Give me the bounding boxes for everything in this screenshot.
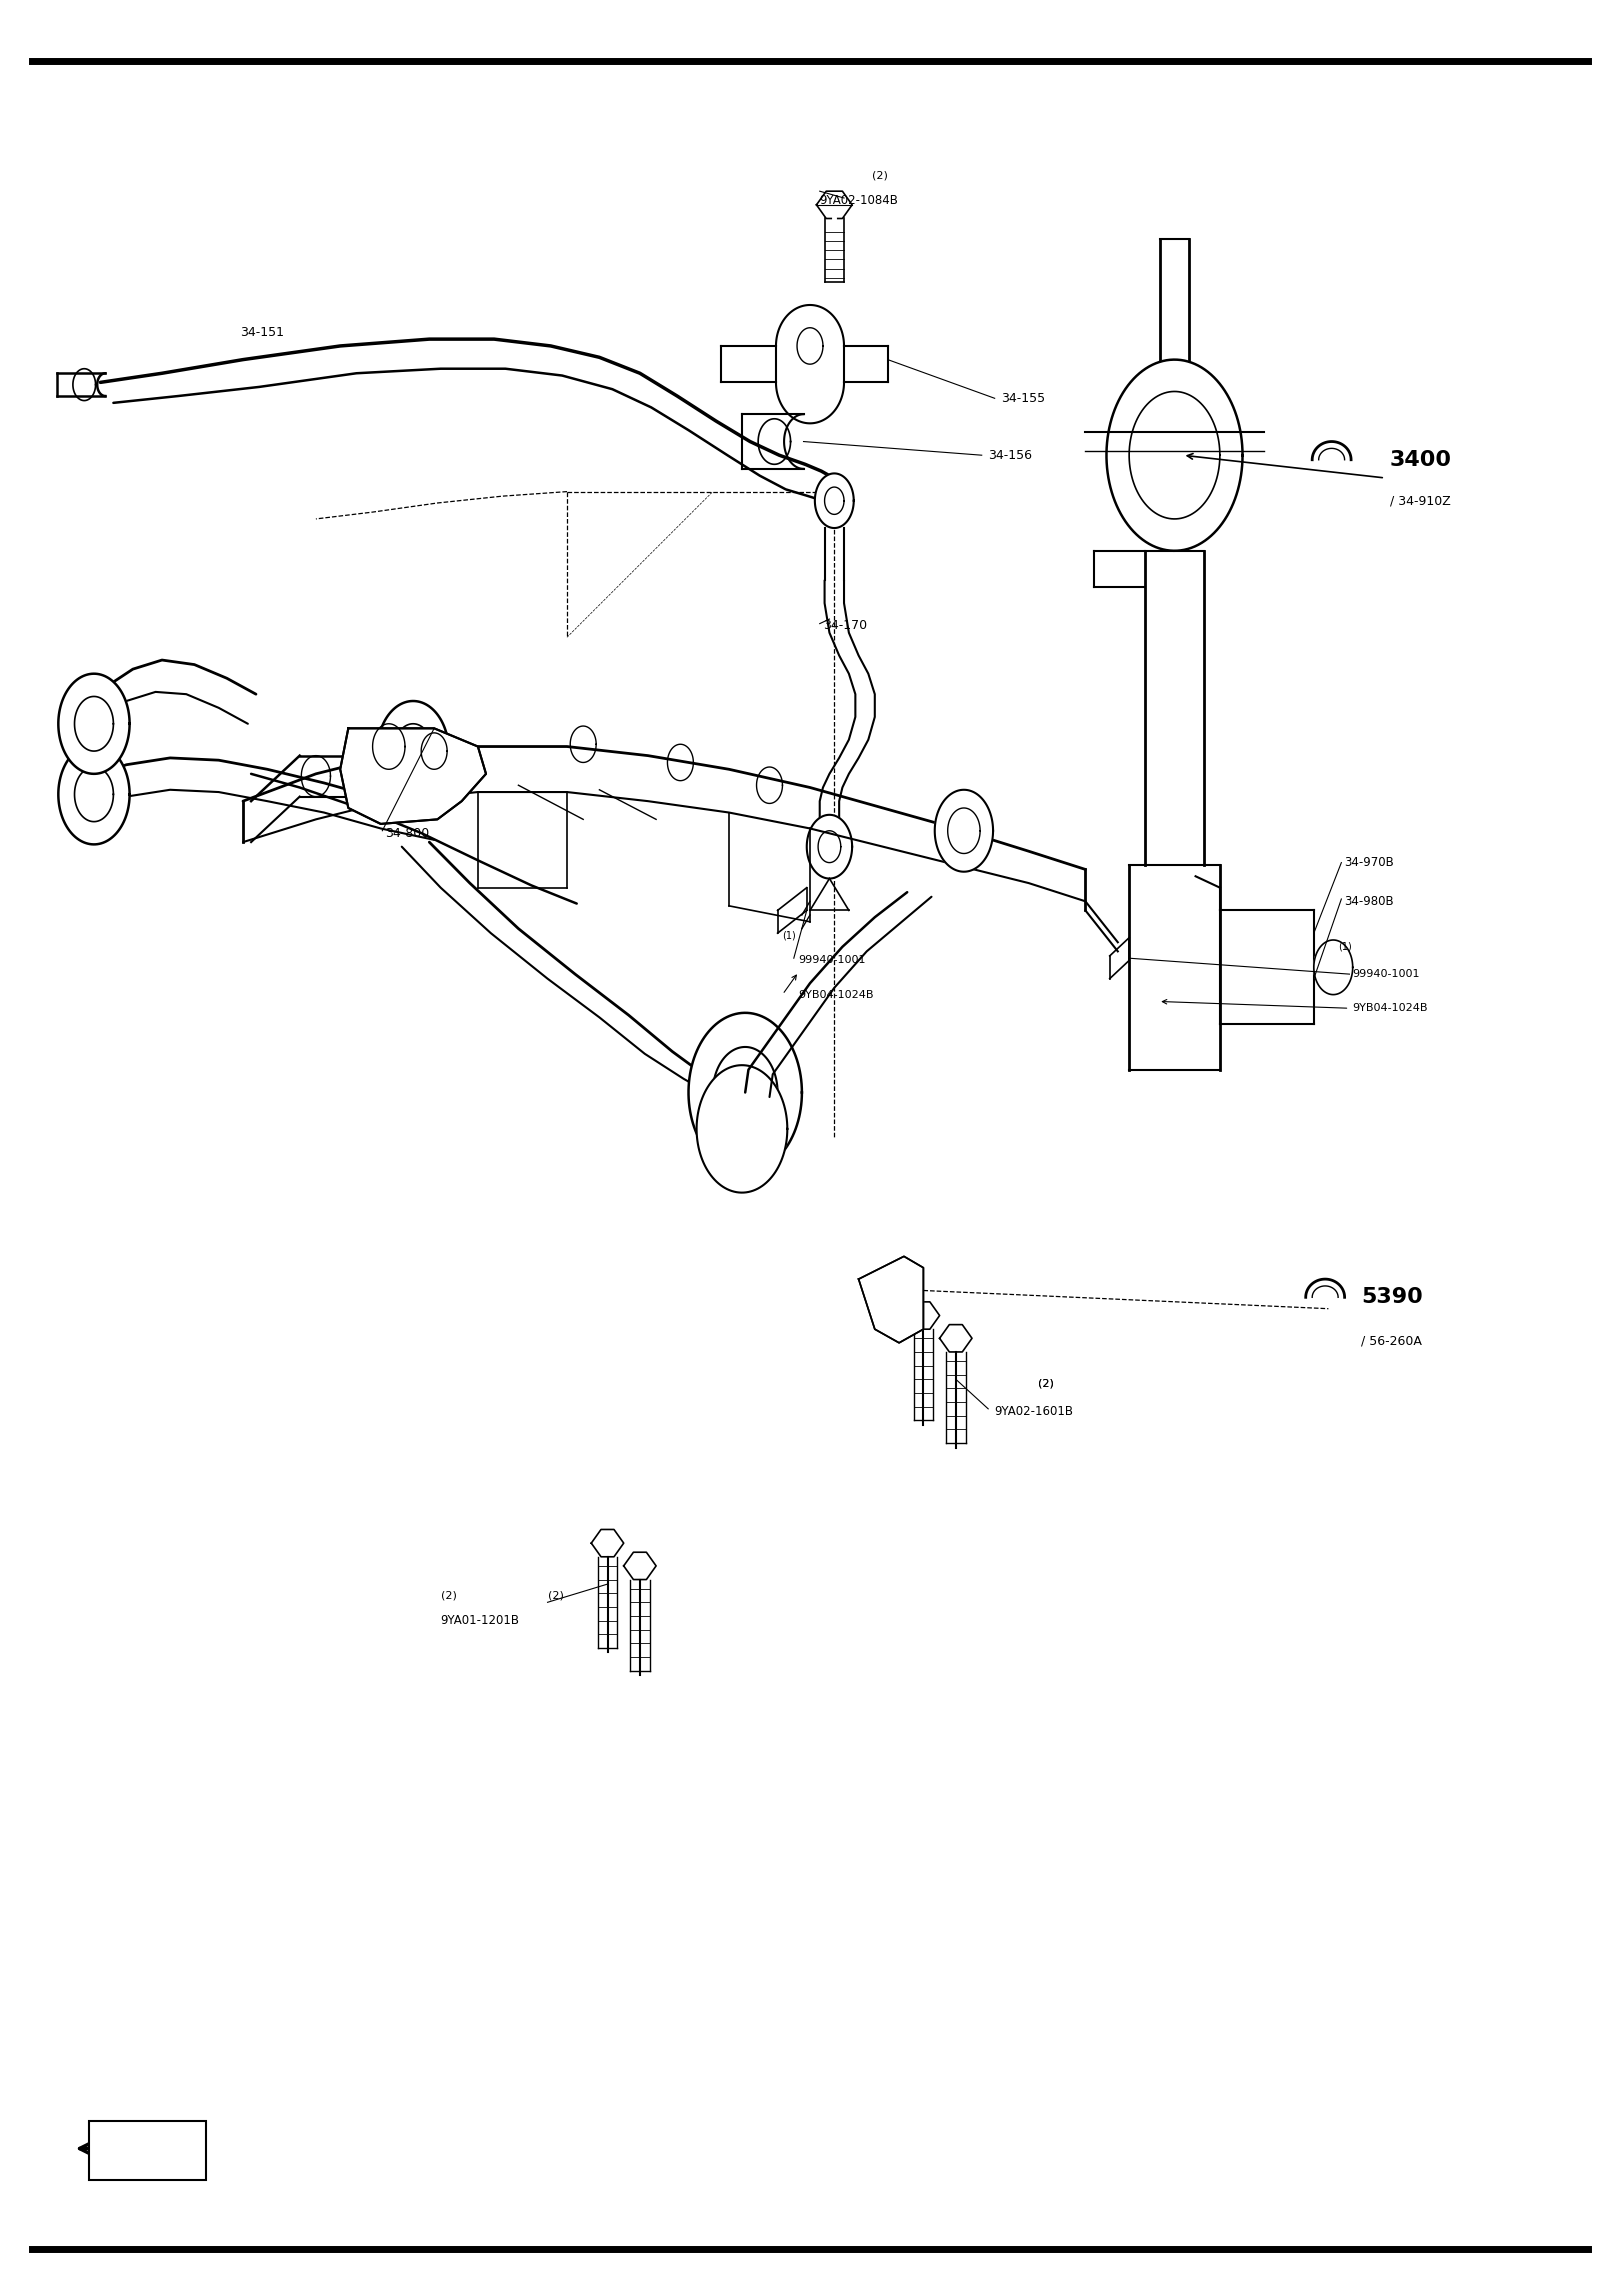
Polygon shape <box>1106 360 1243 551</box>
Text: 9YA02-1084B: 9YA02-1084B <box>820 193 899 207</box>
Text: 5390: 5390 <box>1361 1288 1422 1306</box>
Polygon shape <box>591 1529 624 1557</box>
Text: / 56-260A: / 56-260A <box>1361 1334 1422 1347</box>
Text: 34-970B: 34-970B <box>1345 856 1395 869</box>
Text: (1): (1) <box>782 931 795 940</box>
Text: (2): (2) <box>441 1591 457 1600</box>
Polygon shape <box>697 1065 787 1193</box>
Text: 34-151: 34-151 <box>240 325 284 339</box>
Text: 9YA02-1601B: 9YA02-1601B <box>995 1404 1074 1418</box>
Polygon shape <box>859 1256 923 1343</box>
Text: 9YB04-1024B: 9YB04-1024B <box>1353 1004 1429 1013</box>
Polygon shape <box>807 815 852 879</box>
Polygon shape <box>688 1013 802 1172</box>
Polygon shape <box>935 790 993 872</box>
Polygon shape <box>940 1325 972 1352</box>
Text: FWD: FWD <box>131 2144 164 2158</box>
Text: (2): (2) <box>1038 1379 1055 1388</box>
Text: 99940-1001: 99940-1001 <box>799 956 867 965</box>
Polygon shape <box>624 1552 656 1580</box>
Polygon shape <box>340 728 486 824</box>
Polygon shape <box>907 1302 940 1329</box>
Text: 34-156: 34-156 <box>988 448 1032 462</box>
Polygon shape <box>377 701 449 801</box>
Polygon shape <box>1314 940 1353 995</box>
Text: (2): (2) <box>548 1591 564 1600</box>
Text: 34-800: 34-800 <box>386 826 429 840</box>
Text: 9YA01-1201B: 9YA01-1201B <box>441 1614 520 1627</box>
Text: 34-155: 34-155 <box>1001 391 1045 405</box>
Text: (2): (2) <box>1038 1379 1055 1388</box>
Text: 3400: 3400 <box>1390 451 1452 469</box>
Polygon shape <box>58 674 130 774</box>
Text: / 34-910Z: / 34-910Z <box>1390 494 1452 508</box>
Text: (2): (2) <box>872 171 888 180</box>
Text: 34-170: 34-170 <box>823 619 867 633</box>
Text: (1): (1) <box>1338 942 1351 951</box>
FancyBboxPatch shape <box>89 2121 206 2180</box>
Polygon shape <box>58 744 130 844</box>
Polygon shape <box>815 473 854 528</box>
Polygon shape <box>816 191 852 218</box>
Text: 34-980B: 34-980B <box>1345 894 1395 908</box>
Text: 9YB04-1024B: 9YB04-1024B <box>799 990 875 999</box>
Text: 99940-1001: 99940-1001 <box>1353 970 1421 979</box>
